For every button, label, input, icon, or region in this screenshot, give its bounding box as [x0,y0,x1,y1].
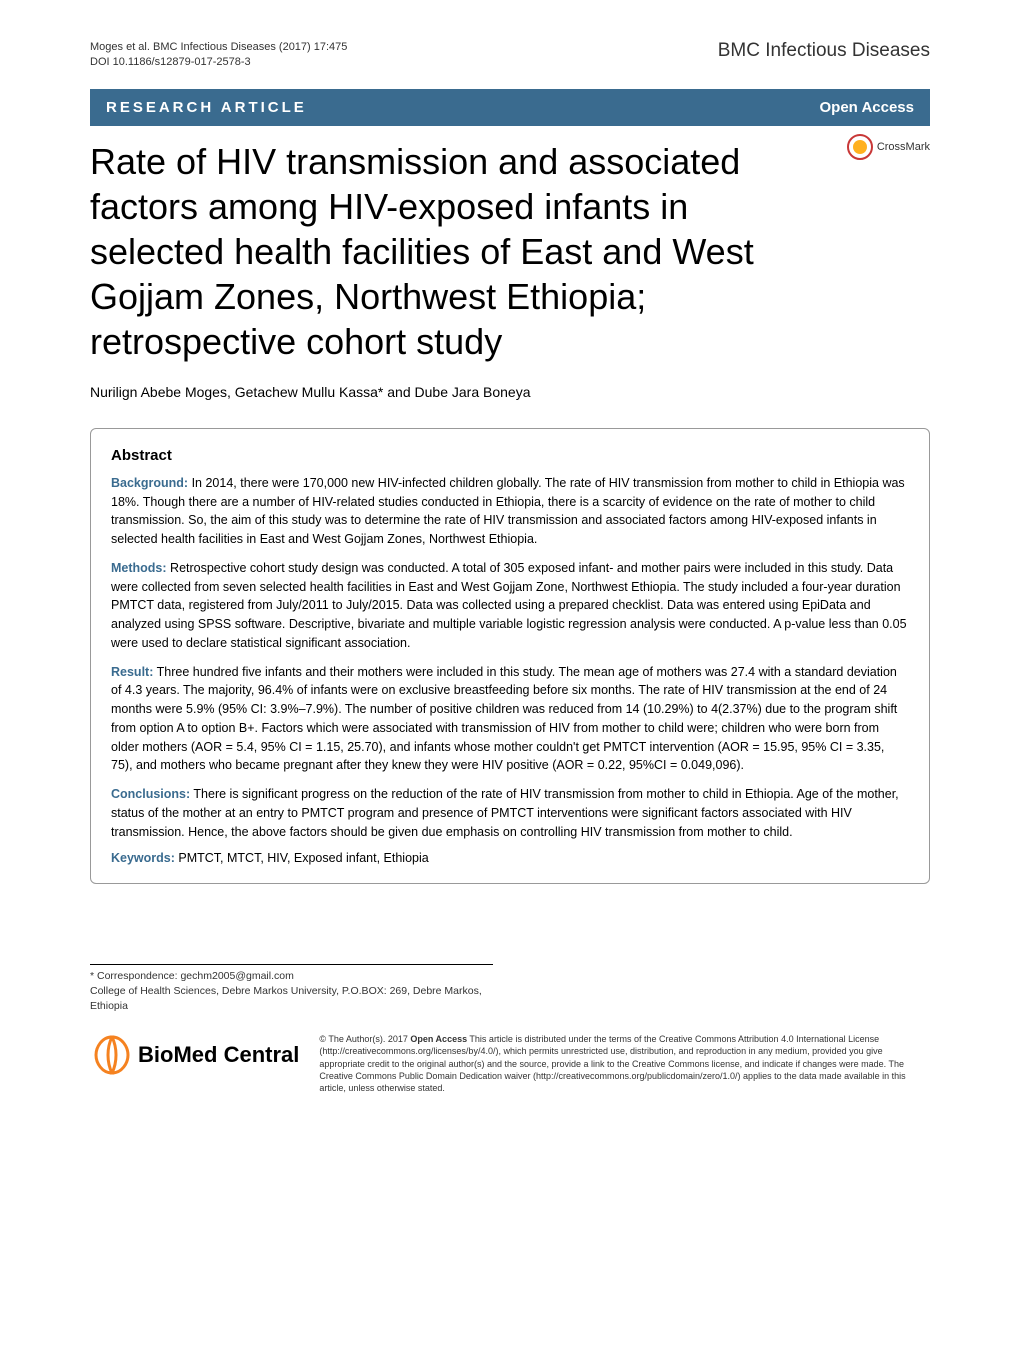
abstract-background: Background: In 2014, there were 170,000 … [111,474,909,549]
crossmark-badge[interactable]: CrossMark [847,134,930,160]
correspondence-line2: College of Health Sciences, Debre Markos… [90,984,493,1013]
background-label: Background: [111,476,188,490]
citation-block: Moges et al. BMC Infectious Diseases (20… [90,40,347,71]
paper-title: Rate of HIV transmission and associated … [90,139,810,364]
correspondence-block: * Correspondence: gechm2005@gmail.com Co… [90,964,493,1013]
keywords-text: PMTCT, MTCT, HIV, Exposed infant, Ethiop… [175,851,429,865]
result-label: Result: [111,665,153,679]
abstract-methods: Methods: Retrospective cohort study desi… [111,559,909,653]
biomed-text: BioMed Central [138,1042,299,1068]
abstract-box: Abstract Background: In 2014, there were… [90,428,930,885]
crossmark-label: CrossMark [877,141,930,153]
abstract-keywords: Keywords: PMTCT, MTCT, HIV, Exposed infa… [111,851,909,865]
license-open-access: Open Access [410,1034,467,1044]
article-type-label: RESEARCH ARTICLE [106,99,307,116]
article-type-bar: RESEARCH ARTICLE Open Access [90,89,930,126]
header-top: Moges et al. BMC Infectious Diseases (20… [90,40,930,71]
citation-line2: DOI 10.1186/s12879-017-2578-3 [90,55,347,70]
methods-label: Methods: [111,561,167,575]
citation-line1: Moges et al. BMC Infectious Diseases (20… [90,40,347,55]
authors-line: Nurilign Abebe Moges, Getachew Mullu Kas… [90,384,930,400]
conclusions-label: Conclusions: [111,787,190,801]
license-text: © The Author(s). 2017 Open Access This a… [319,1033,930,1094]
crossmark-icon [847,134,873,160]
journal-name: BMC Infectious Diseases [718,40,930,62]
abstract-conclusions: Conclusions: There is significant progre… [111,785,909,841]
title-section: Rate of HIV transmission and associated … [90,139,930,364]
biomed-logo: BioMed Central [90,1033,299,1077]
abstract-result: Result: Three hundred five infants and t… [111,663,909,776]
abstract-heading: Abstract [111,447,909,464]
conclusions-text: There is significant progress on the red… [111,787,899,839]
methods-text: Retrospective cohort study design was co… [111,561,907,650]
footer: BioMed Central © The Author(s). 2017 Ope… [90,1033,930,1094]
correspondence-line1: * Correspondence: gechm2005@gmail.com [90,969,493,984]
background-text: In 2014, there were 170,000 new HIV-infe… [111,476,905,546]
open-access-label: Open Access [820,99,915,116]
keywords-label: Keywords: [111,851,175,865]
biomed-icon [90,1033,134,1077]
page-container: Moges et al. BMC Infectious Diseases (20… [0,0,1020,1124]
result-text: Three hundred five infants and their mot… [111,665,897,773]
license-prefix: © The Author(s). 2017 [319,1034,410,1044]
